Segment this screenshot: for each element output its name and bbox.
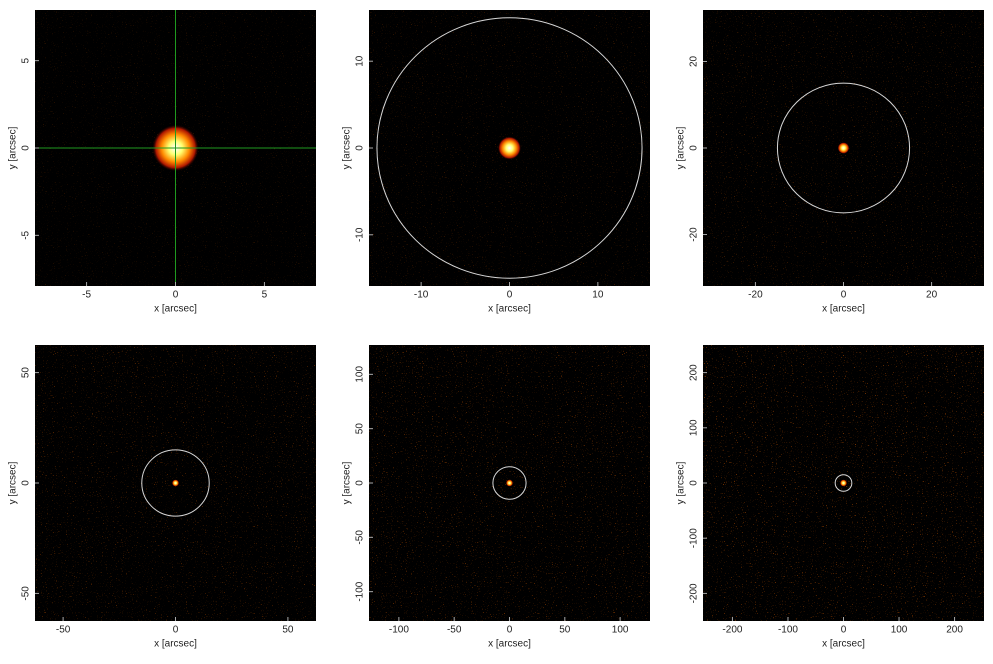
y-tick-label: 50 [21, 367, 32, 379]
y-axis-label: y [arcsec] [8, 126, 19, 169]
y-tick-label: -50 [355, 530, 366, 545]
x-tick-label: -5 [82, 290, 91, 301]
y-tick-label: 200 [689, 364, 700, 381]
x-tick-label: -100 [778, 625, 798, 636]
y-tick-label: 100 [689, 419, 700, 436]
x-tick-label: 0 [841, 290, 847, 301]
aperture-circle [776, 82, 911, 214]
source-glow [498, 136, 521, 160]
y-tick-label: 10 [355, 55, 366, 67]
y-tick-label: 20 [689, 55, 700, 67]
aperture-circle [141, 449, 210, 517]
x-tick-label: -100 [389, 625, 409, 636]
panel: -5 0 5 -5 0 5 x [arcsec] y [arcsec] [8, 10, 316, 315]
y-tick-label: 0 [355, 145, 366, 151]
panel: -50 0 50 -50 0 50 x [arcsec] y [arcsec] [8, 345, 316, 650]
source-glow [837, 142, 850, 154]
panel: -100 -50 0 50 100 -100 -50 0 50 100 x [arcsec] y [a… [342, 345, 650, 650]
y-axis-label: y [arcsec] [676, 126, 687, 169]
y-tick-label: 5 [21, 57, 32, 63]
y-tick-label: -20 [689, 227, 700, 242]
source-glow [506, 479, 513, 487]
y-axis-label: y [arcsec] [676, 461, 687, 504]
y-axis-label: y [arcsec] [8, 461, 19, 504]
x-tick-label: 50 [282, 625, 294, 636]
y-tick-label: 0 [21, 145, 32, 151]
y-axis-label: y [arcsec] [342, 126, 353, 169]
x-tick-label: 0 [841, 625, 847, 636]
y-tick-label: 100 [355, 366, 366, 383]
x-tick-label: -20 [748, 290, 763, 301]
x-axis-label: x [arcsec] [488, 639, 531, 650]
x-tick-label: 5 [262, 290, 268, 301]
y-tick-label: 50 [355, 423, 366, 435]
x-tick-label: 200 [946, 625, 963, 636]
x-tick-label: 0 [507, 290, 513, 301]
x-tick-label: -10 [414, 290, 429, 301]
x-axis-label: x [arcsec] [154, 639, 197, 650]
x-tick-label: 0 [173, 290, 179, 301]
y-tick-label: -50 [21, 586, 32, 601]
y-tick-label: -5 [21, 230, 32, 239]
x-tick-label: -50 [56, 625, 71, 636]
x-tick-label: -50 [447, 625, 462, 636]
x-tick-label: -200 [722, 625, 742, 636]
x-axis-label: x [arcsec] [822, 304, 865, 315]
y-tick-label: 0 [355, 480, 366, 486]
panel: -200 -100 0 100 200 -200 -100 0 100 200 x [arcsec]… [676, 345, 984, 650]
x-tick-label: 50 [559, 625, 571, 636]
x-tick-label: 20 [926, 290, 938, 301]
x-tick-label: 100 [612, 625, 629, 636]
aperture-circle [834, 474, 853, 492]
x-tick-label: 10 [592, 290, 604, 301]
aperture-circle [492, 466, 527, 500]
source-glow [172, 479, 179, 487]
y-tick-label: -10 [355, 227, 366, 242]
y-tick-label: -200 [689, 583, 700, 603]
y-tick-label: 0 [689, 480, 700, 486]
x-tick-label: 0 [173, 625, 179, 636]
x-tick-label: 100 [891, 625, 908, 636]
x-tick-label: 0 [507, 625, 513, 636]
y-tick-label: -100 [355, 581, 366, 601]
aperture-circle [376, 17, 643, 279]
panel: -10 0 10 -10 0 10 x [arcsec] y [arcsec] [342, 10, 650, 315]
x-axis-label: x [arcsec] [154, 304, 197, 315]
y-axis-label: y [arcsec] [342, 461, 353, 504]
panel: -20 0 20 -20 0 20 x [arcsec] y [arcsec] [676, 10, 984, 315]
x-axis-label: x [arcsec] [488, 304, 531, 315]
y-tick-label: 0 [689, 145, 700, 151]
y-tick-label: -100 [689, 528, 700, 548]
x-axis-label: x [arcsec] [822, 639, 865, 650]
source-glow [840, 479, 847, 487]
y-tick-label: 0 [21, 480, 32, 486]
